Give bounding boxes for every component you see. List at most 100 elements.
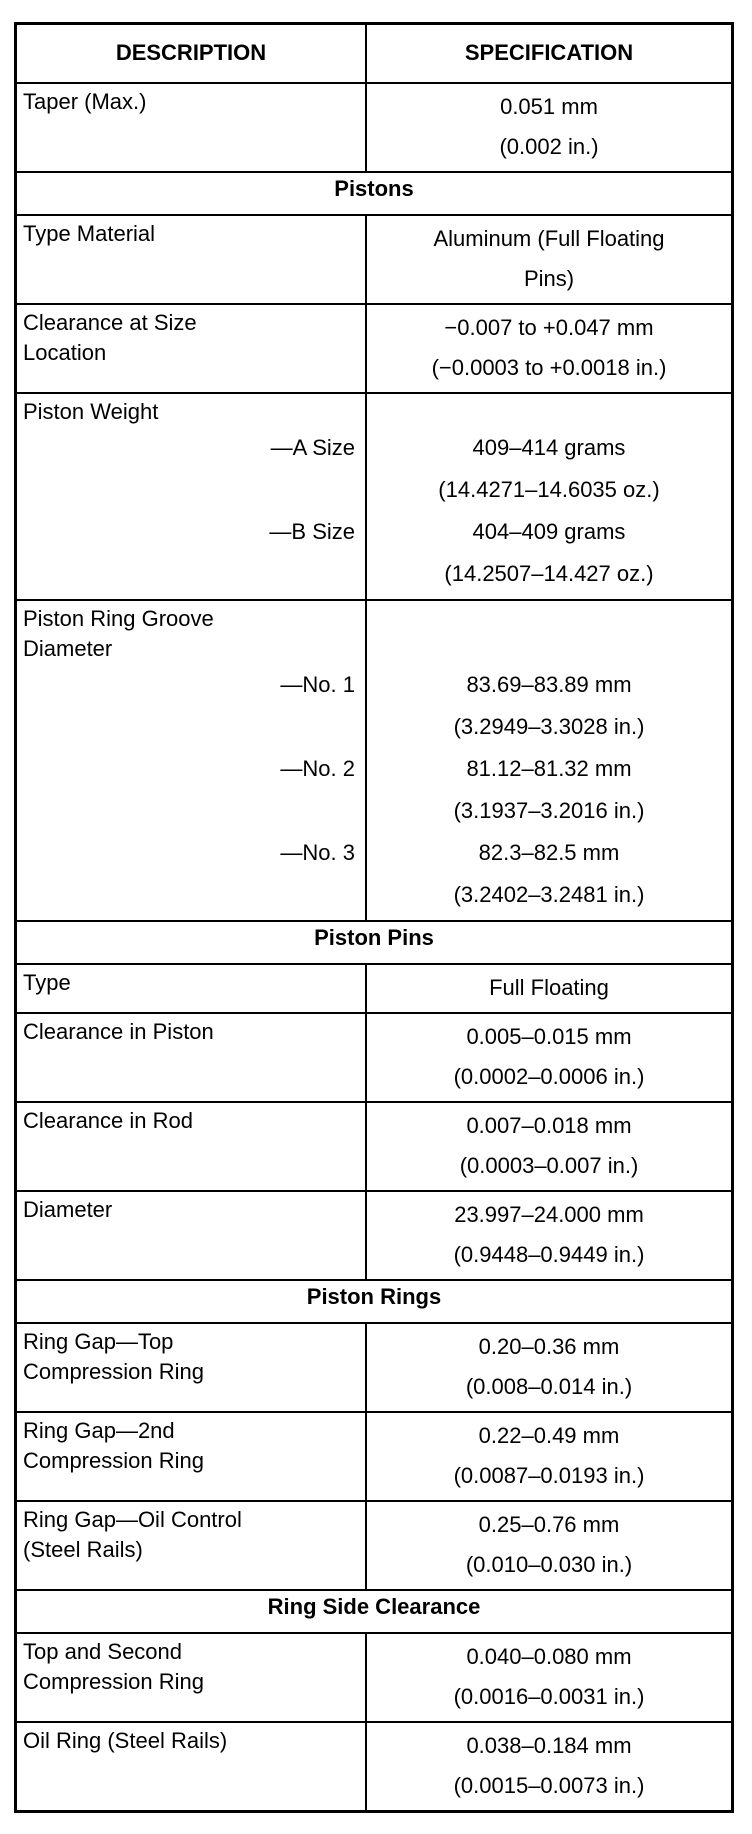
- specification-cell: Aluminum (Full Floating Pins): [365, 214, 734, 305]
- description-cell: Oil Ring (Steel Rails): [14, 1721, 367, 1813]
- specification-cell: 83.69–83.89 mm (3.2949–3.3028 in.) 81.12–8…: [365, 599, 734, 922]
- description-text: Compression Ring: [23, 1359, 204, 1384]
- blank-line: [23, 469, 359, 511]
- specification-text: 0.005–0.015 mm: [466, 1024, 632, 1049]
- specification-text: 0.25–0.76 mm: [478, 1512, 620, 1537]
- blank-line: [23, 874, 359, 916]
- specification-text: (3.2402–3.2481 in.): [453, 882, 645, 907]
- specification-text: (0.0002–0.0006 in.): [453, 1064, 645, 1089]
- specification-cell: 409–414 grams (14.4271–14.6035 oz.) 404–40…: [365, 392, 734, 601]
- specification-text: 81.12–81.32 mm: [466, 756, 632, 781]
- section-row: Piston Pins: [14, 920, 734, 965]
- specification-text: 0.038–0.184 mm: [466, 1733, 632, 1758]
- description-cell: Clearance in Rod: [14, 1101, 367, 1192]
- specification-cell: 0.20–0.36 mm (0.008–0.014 in.): [365, 1322, 734, 1413]
- description-text: Ring Gap—Top: [23, 1329, 174, 1354]
- description-text: Clearance at Size: [23, 310, 197, 335]
- blank-line: [23, 790, 359, 832]
- description-cell: Piston Weight —A Size —B Size: [14, 392, 367, 601]
- specification-text: 409–414 grams: [472, 435, 626, 460]
- description-cell: Diameter: [14, 1190, 367, 1281]
- section-title: Ring Side Clearance: [14, 1589, 734, 1634]
- specification-text: Full Floating: [489, 975, 609, 1000]
- specification-cell: 0.038–0.184 mm (0.0015–0.0073 in.): [365, 1721, 734, 1813]
- table-row: Clearance in Rod 0.007–0.018 mm (0.0003–0.…: [14, 1101, 734, 1192]
- specification-text: (0.0016–0.0031 in.): [453, 1684, 645, 1709]
- description-text: Compression Ring: [23, 1669, 204, 1694]
- specification-text: (0.010–0.030 in.): [465, 1552, 633, 1577]
- spacer: [373, 397, 725, 427]
- blank-line: [23, 706, 359, 748]
- specification-text: 23.997–24.000 mm: [454, 1202, 644, 1227]
- section-row: Pistons: [14, 171, 734, 216]
- description-text: Diameter: [23, 1197, 113, 1222]
- specification-text: (0.008–0.014 in.): [465, 1374, 633, 1399]
- description-text: Ring Gap—Oil Control: [23, 1507, 242, 1532]
- specification-text: (3.1937–3.2016 in.): [453, 798, 645, 823]
- specification-text: 0.040–0.080 mm: [466, 1644, 632, 1669]
- section-row: Piston Rings: [14, 1279, 734, 1324]
- table-row: Type Full Floating: [14, 963, 734, 1014]
- description-cell: Ring Gap—Oil Control (Steel Rails): [14, 1500, 367, 1591]
- description-text: Clearance in Rod: [23, 1108, 193, 1133]
- specification-text: (0.002 in.): [499, 134, 599, 159]
- description-cell: Type Material: [14, 214, 367, 305]
- description-text: Clearance in Piston: [23, 1019, 214, 1044]
- specification-text: (0.0003–0.007 in.): [459, 1153, 639, 1178]
- table-row: Ring Gap—Top Compression Ring 0.20–0.36 mm…: [14, 1322, 734, 1413]
- specification-cell: Full Floating: [365, 963, 734, 1014]
- header-row: DESCRIPTION SPECIFICATION: [14, 22, 734, 84]
- table-row: Clearance in Piston 0.005–0.015 mm (0.0002…: [14, 1012, 734, 1103]
- description-cell: Type: [14, 963, 367, 1014]
- description-text: Location: [23, 340, 107, 365]
- description-text: (Steel Rails): [23, 1537, 143, 1562]
- description-cell: Clearance in Piston: [14, 1012, 367, 1103]
- description-text: Piston Ring Groove: [23, 606, 214, 631]
- specification-text: (0.0087–0.0193 in.): [453, 1463, 645, 1488]
- sub-item-label: —No. 1: [280, 672, 355, 697]
- description-cell: Ring Gap—Top Compression Ring: [14, 1322, 367, 1413]
- specification-table: DESCRIPTION SPECIFICATION Taper (Max.) 0.…: [14, 22, 734, 1813]
- specification-text: (0.9448–0.9449 in.): [453, 1242, 645, 1267]
- table-row: Ring Gap—2nd Compression Ring 0.22–0.49 mm…: [14, 1411, 734, 1502]
- specification-cell: 23.997–24.000 mm (0.9448–0.9449 in.): [365, 1190, 734, 1281]
- description-text: Top and Second: [23, 1639, 183, 1664]
- section-row: Ring Side Clearance: [14, 1589, 734, 1634]
- specification-text: (14.2507–14.427 oz.): [444, 561, 654, 586]
- table-row: Top and Second Compression Ring 0.040–0.08…: [14, 1632, 734, 1723]
- description-text: Diameter: [23, 636, 113, 661]
- description-header: DESCRIPTION: [14, 22, 367, 84]
- sub-item-label: —No. 2: [280, 756, 355, 781]
- specification-text: 83.69–83.89 mm: [466, 672, 632, 697]
- description-text: Piston Weight: [23, 399, 159, 424]
- specification-text: 404–409 grams: [472, 519, 626, 544]
- description-text: Type: [23, 970, 71, 995]
- specification-text: (14.4271–14.6035 oz.): [438, 477, 660, 502]
- sub-item-label: —No. 3: [280, 840, 355, 865]
- description-cell: Top and Second Compression Ring: [14, 1632, 367, 1723]
- table-row: Type Material Aluminum (Full Floating Pins…: [14, 214, 734, 305]
- specification-text: 0.22–0.49 mm: [478, 1423, 620, 1448]
- description-cell: Piston Ring Groove Diameter —No. 1 —No. 2 …: [14, 599, 367, 922]
- specification-text: Pins): [523, 266, 575, 291]
- description-text: Ring Gap—2nd: [23, 1418, 175, 1443]
- description-cell: Clearance at Size Location: [14, 303, 367, 394]
- table-row: Oil Ring (Steel Rails) 0.038–0.184 mm (0.0…: [14, 1721, 734, 1813]
- table-row: Taper (Max.) 0.051 mm (0.002 in.): [14, 82, 734, 173]
- description-text: Taper (Max.): [23, 89, 147, 114]
- specification-text: (0.0015–0.0073 in.): [453, 1773, 645, 1798]
- description-cell: Ring Gap—2nd Compression Ring: [14, 1411, 367, 1502]
- spacer: [373, 604, 725, 664]
- section-title: Pistons: [14, 171, 734, 216]
- description-text: Type Material: [23, 221, 156, 246]
- specification-text: (3.2949–3.3028 in.): [453, 714, 645, 739]
- description-cell: Taper (Max.): [14, 82, 367, 173]
- specification-cell: 0.25–0.76 mm (0.010–0.030 in.): [365, 1500, 734, 1591]
- specification-text: (−0.0003 to +0.0018 in.): [431, 355, 667, 380]
- table-row: Clearance at Size Location −0.007 to +0.04…: [14, 303, 734, 394]
- table-row: Diameter 23.997–24.000 mm (0.9448–0.9449 i…: [14, 1190, 734, 1281]
- specification-text: 0.20–0.36 mm: [478, 1334, 620, 1359]
- specification-cell: 0.007–0.018 mm (0.0003–0.007 in.): [365, 1101, 734, 1192]
- specification-text: 0.007–0.018 mm: [466, 1113, 632, 1138]
- blank-line: [23, 553, 359, 595]
